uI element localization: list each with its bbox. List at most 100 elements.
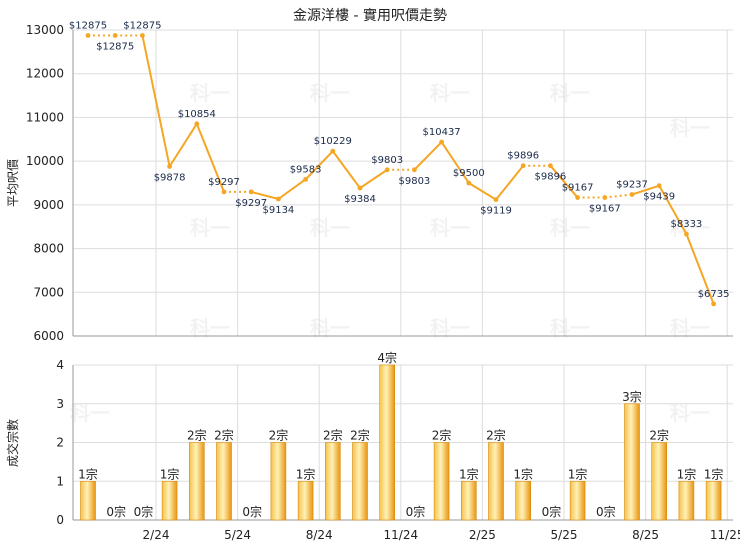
watermark-text: 科一 xyxy=(430,81,470,105)
count-bar[interactable] xyxy=(324,442,341,521)
price-data-label: $9803 xyxy=(371,155,403,166)
price-line-segment xyxy=(168,123,198,168)
price-point[interactable] xyxy=(194,121,200,127)
watermark-text: 科一 xyxy=(670,116,710,140)
price-y-tick-label: 8000 xyxy=(33,242,64,256)
count-bar[interactable] xyxy=(651,442,668,521)
price-data-label: $9167 xyxy=(589,204,621,215)
price-line-segment xyxy=(359,168,388,189)
price-data-label: $9237 xyxy=(616,179,648,190)
count-bar[interactable] xyxy=(161,480,178,521)
price-y-tick-label: 11000 xyxy=(26,110,64,124)
count-data-label: 2宗 xyxy=(187,428,207,443)
count-bar[interactable] xyxy=(379,364,396,521)
price-point[interactable] xyxy=(248,189,254,195)
count-bar[interactable] xyxy=(433,442,450,521)
price-point[interactable] xyxy=(493,197,499,203)
x-tick-label: 11/24 xyxy=(384,528,419,542)
price-line-segment xyxy=(304,150,334,181)
count-y-tick-label: 0 xyxy=(56,513,64,527)
count-data-label: 1宗 xyxy=(568,466,588,481)
price-line-segment xyxy=(413,141,443,171)
price-data-label: $10229 xyxy=(314,136,352,147)
price-point[interactable] xyxy=(412,167,417,173)
count-data-label: 2宗 xyxy=(486,428,506,443)
price-point[interactable] xyxy=(684,231,689,237)
price-y-tick-label: 9000 xyxy=(33,198,64,212)
price-point[interactable] xyxy=(548,163,553,169)
count-data-label: 1宗 xyxy=(459,466,479,481)
watermark-text: 科一 xyxy=(550,216,590,240)
price-line-segment xyxy=(331,150,361,189)
x-tick-label: 5/25 xyxy=(551,528,578,542)
count-bar[interactable] xyxy=(216,442,232,521)
count-data-label: 2宗 xyxy=(432,428,452,443)
count-data-label: 2宗 xyxy=(269,428,289,443)
count-data-label: 1宗 xyxy=(78,466,98,481)
price-data-label: $10437 xyxy=(423,127,461,138)
price-data-label: $9384 xyxy=(344,194,376,205)
price-data-label: $9297 xyxy=(235,198,267,209)
price-point[interactable] xyxy=(711,301,716,307)
price-point[interactable] xyxy=(466,180,472,186)
price-line-segment xyxy=(495,165,524,201)
price-line-segment xyxy=(468,182,497,201)
x-tick-label: 11/25 xyxy=(710,528,740,542)
count-bar[interactable] xyxy=(460,480,477,521)
count-data-label: 3宗 xyxy=(622,389,642,404)
price-point[interactable] xyxy=(629,192,635,197)
x-tick-label: 2/24 xyxy=(143,528,170,542)
count-bar[interactable] xyxy=(678,480,695,521)
price-point[interactable] xyxy=(276,196,281,202)
price-point[interactable] xyxy=(520,163,526,169)
count-bar[interactable] xyxy=(270,442,287,521)
price-point[interactable] xyxy=(656,183,662,189)
price-y-tick-label: 7000 xyxy=(33,285,64,299)
watermark-text: 科一 xyxy=(190,81,230,105)
price-point[interactable] xyxy=(384,167,390,173)
price-data-label: $9500 xyxy=(453,168,485,179)
price-data-label: $10854 xyxy=(178,109,216,120)
price-point[interactable] xyxy=(602,195,608,200)
price-data-label: $8333 xyxy=(670,219,702,230)
price-point[interactable] xyxy=(85,33,91,38)
watermark-text: 科一 xyxy=(430,216,470,240)
watermark-text: 科一 xyxy=(670,216,710,240)
count-bar[interactable] xyxy=(297,480,314,521)
price-point[interactable] xyxy=(303,176,308,182)
price-data-label: $9119 xyxy=(480,206,512,217)
price-point[interactable] xyxy=(439,139,444,145)
price-data-label: $9878 xyxy=(154,172,186,183)
price-data-label: $9583 xyxy=(290,164,322,175)
count-data-label: 1宗 xyxy=(677,466,697,481)
price-point[interactable] xyxy=(221,189,227,195)
count-bar[interactable] xyxy=(569,480,586,521)
count-bar[interactable] xyxy=(488,442,504,521)
count-bar[interactable] xyxy=(352,442,368,521)
count-data-label: 0宗 xyxy=(134,504,154,519)
count-data-label: 2宗 xyxy=(214,428,234,443)
price-data-label: $9896 xyxy=(507,151,539,162)
price-point[interactable] xyxy=(330,148,336,154)
count-bar[interactable] xyxy=(624,403,640,521)
watermark-text: 科一 xyxy=(430,316,470,340)
price-point[interactable] xyxy=(575,195,580,200)
count-data-label: 0宗 xyxy=(542,504,562,519)
count-bar[interactable] xyxy=(515,480,532,521)
x-tick-label: 8/25 xyxy=(632,528,659,542)
count-data-label: 0宗 xyxy=(106,504,126,519)
price-line-segment xyxy=(195,123,225,193)
price-point[interactable] xyxy=(357,185,363,191)
price-point[interactable] xyxy=(112,33,118,38)
count-bar[interactable] xyxy=(80,480,96,521)
count-bar[interactable] xyxy=(705,480,722,521)
price-data-label: $9134 xyxy=(262,205,294,216)
price-point[interactable] xyxy=(167,164,173,169)
count-data-label: 2宗 xyxy=(649,428,669,443)
watermark-text: 科一 xyxy=(670,401,710,425)
count-data-label: 1宗 xyxy=(704,466,724,481)
count-bar[interactable] xyxy=(189,442,205,521)
watermark-text: 科一 xyxy=(70,401,110,425)
price-point[interactable] xyxy=(140,33,145,38)
watermark-text: 科一 xyxy=(190,316,230,340)
